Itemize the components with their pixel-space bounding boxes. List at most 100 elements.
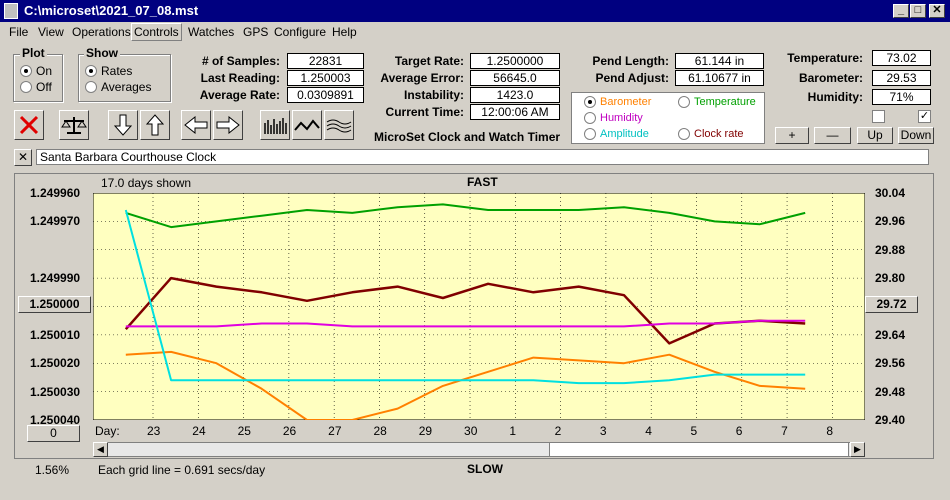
grid-note: Each grid line = 0.691 secs/day <box>98 463 266 477</box>
left-tick-label: 1.250030 <box>30 384 81 399</box>
scroll-thumb[interactable] <box>549 442 849 457</box>
left-arrow-button[interactable] <box>181 110 211 140</box>
current-time-label: Current Time: <box>385 105 464 119</box>
legend-barometer[interactable]: Barometer <box>584 96 651 108</box>
right-tick-label: 29.64 <box>875 327 906 342</box>
show-rates-radio[interactable]: Rates <box>85 64 132 78</box>
rate-zero-button[interactable]: 0 <box>27 425 80 442</box>
bar-graph-icon <box>264 118 287 134</box>
series-line-temperature <box>125 203 806 229</box>
up-arrow-button[interactable] <box>140 110 170 140</box>
radio-dot <box>20 81 32 93</box>
clock-name-field[interactable]: Santa Barbara Courthouse Clock <box>36 149 929 165</box>
day-prefix: Day: <box>95 424 120 438</box>
arrow-right-icon <box>216 116 240 134</box>
plus-button[interactable]: + <box>775 127 809 144</box>
scroll-left-arrow[interactable]: ◀ <box>93 442 108 457</box>
plot-on-radio[interactable]: On <box>20 64 52 78</box>
balance-button[interactable] <box>59 110 89 140</box>
left-tick-label: 1.249960 <box>30 186 81 200</box>
rate-chart[interactable] <box>93 193 865 420</box>
down-button[interactable]: Down <box>898 127 934 144</box>
average-error-label: Average Error: <box>380 71 464 85</box>
plot-off-label: Off <box>36 80 52 94</box>
instability-value: 1423.0 mins/day <box>470 87 560 116</box>
show-group <box>78 54 171 102</box>
maximize-button[interactable]: □ <box>910 4 926 18</box>
radio-dot <box>85 81 97 93</box>
x-tick-label: 5 <box>690 424 698 438</box>
menu-controls[interactable]: Controls <box>131 23 182 41</box>
wave-icon <box>326 119 352 133</box>
clear-button[interactable] <box>14 110 44 140</box>
x-tick-label: 8 <box>826 424 834 438</box>
scroll-right-arrow[interactable]: ▶ <box>850 442 865 457</box>
up-button[interactable]: Up <box>857 127 893 144</box>
series-line-humidity <box>125 319 806 328</box>
time-scrollbar[interactable]: ◀ ▶ <box>93 442 865 457</box>
slow-label: SLOW <box>467 462 503 476</box>
minimize-button[interactable]: _ <box>893 4 909 18</box>
temperature-label: Temperature: <box>787 51 863 65</box>
series-line-amplitude <box>124 209 806 385</box>
menu-file[interactable]: File <box>9 25 29 39</box>
target-rate-value: 1.2500000 <box>470 53 560 69</box>
rate-center-button[interactable]: 1.250000 <box>18 296 91 313</box>
humidity-value: 71% <box>872 89 931 105</box>
x-tick-label: 24 <box>192 424 206 438</box>
average-error-value: 56645.0 min/day <box>470 70 560 99</box>
show-averages-radio[interactable]: Averages <box>85 80 151 94</box>
series-legend: Barometer Temperature Humidity Clock rat… <box>571 92 765 144</box>
right-tick-label: 29.56 <box>875 356 906 371</box>
legend-humidity[interactable]: Humidity <box>584 112 643 124</box>
menu-view[interactable]: View <box>38 25 64 39</box>
menu-watches[interactable]: Watches <box>188 25 235 39</box>
env-checkbox-2[interactable]: ✓ <box>918 110 931 123</box>
x-tick-label: 30 <box>464 424 478 438</box>
series-line-clock-rate <box>124 276 806 345</box>
show-rates-label: Rates <box>101 64 133 78</box>
x-tick-label: 6 <box>735 424 743 438</box>
bars-view-button[interactable] <box>260 110 290 140</box>
pend-adjust-value: 61.10677 in <box>675 70 764 86</box>
menu-configure[interactable]: Configure <box>274 25 327 39</box>
menu-bar: File View Operations Controls Watches GP… <box>0 22 950 41</box>
plot-off-radio[interactable]: Off <box>20 80 52 94</box>
minus-button[interactable]: — <box>814 127 851 144</box>
zoom-level: 1.56% <box>35 463 70 477</box>
x-tick-label: 4 <box>645 424 652 438</box>
legend-amplitude[interactable]: Amplitude <box>584 128 649 140</box>
target-rate-label: Target Rate: <box>394 54 464 68</box>
menu-help[interactable]: Help <box>332 25 357 39</box>
plot-group <box>13 54 63 102</box>
show-averages-label: Averages <box>101 80 152 94</box>
wave-view-button[interactable] <box>324 110 354 140</box>
balance-scale-icon <box>61 117 87 134</box>
right-arrow-button[interactable] <box>213 110 243 140</box>
x-tick-label: 3 <box>599 424 607 438</box>
left-tick-label: 1.250010 <box>30 327 81 342</box>
fast-label: FAST <box>467 175 498 189</box>
legend-temperature[interactable]: Temperature <box>678 96 756 108</box>
x-tick-label: 29 <box>418 424 433 438</box>
menu-operations[interactable]: Operations <box>72 25 131 39</box>
x-tick-label: 1 <box>509 424 516 438</box>
app-icon[interactable] <box>4 3 18 19</box>
arrow-up-icon <box>146 114 164 136</box>
red-x-icon <box>19 115 39 135</box>
baro-center-button[interactable]: 29.72 <box>865 296 918 313</box>
env-checkbox-1[interactable] <box>872 110 885 123</box>
left-tick-label: 1.250020 <box>30 356 81 371</box>
down-arrow-button[interactable] <box>108 110 138 140</box>
app-name: MicroSet Clock and Watch Timer <box>374 130 561 144</box>
line-graph-icon <box>294 119 320 131</box>
line-view-button[interactable] <box>292 110 322 140</box>
clock-close-button[interactable]: ✕ <box>14 149 32 166</box>
average-rate-value: 0.0309891 <box>287 87 364 103</box>
pend-length-value: 61.144 in <box>675 53 764 69</box>
left-tick-label: 1.249990 <box>30 271 81 286</box>
barometer-value: 29.53 <box>872 70 931 86</box>
close-button[interactable]: ✕ <box>929 4 945 18</box>
menu-gps[interactable]: GPS <box>243 25 269 39</box>
legend-clock-rate[interactable]: Clock rate <box>678 128 744 140</box>
